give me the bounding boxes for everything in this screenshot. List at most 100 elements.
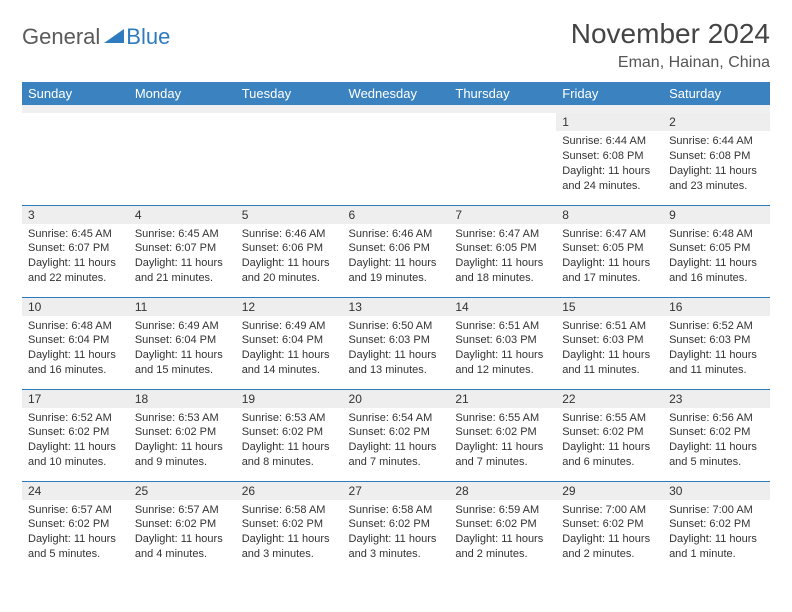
day-content: Sunrise: 6:50 AMSunset: 6:03 PMDaylight:… (343, 316, 450, 382)
sunrise-text: Sunrise: 6:52 AM (28, 411, 123, 426)
daylight-text: Daylight: 11 hours and 22 minutes. (28, 256, 123, 286)
daylight-text: Daylight: 11 hours and 10 minutes. (28, 440, 123, 470)
daylight-text: Daylight: 11 hours and 12 minutes. (455, 348, 550, 378)
calendar-week-row: 10Sunrise: 6:48 AMSunset: 6:04 PMDayligh… (22, 297, 770, 389)
calendar-day-cell: 9Sunrise: 6:48 AMSunset: 6:05 PMDaylight… (663, 205, 770, 297)
day-content: Sunrise: 6:48 AMSunset: 6:04 PMDaylight:… (22, 316, 129, 382)
daylight-text: Daylight: 11 hours and 2 minutes. (455, 532, 550, 562)
day-content: Sunrise: 6:44 AMSunset: 6:08 PMDaylight:… (663, 131, 770, 197)
calendar-day-cell: 4Sunrise: 6:45 AMSunset: 6:07 PMDaylight… (129, 205, 236, 297)
calendar-table: Sunday Monday Tuesday Wednesday Thursday… (22, 82, 770, 573)
day-number: 29 (556, 482, 663, 500)
sunrise-text: Sunrise: 6:44 AM (562, 134, 657, 149)
logo: General Blue (22, 24, 170, 50)
daylight-text: Daylight: 11 hours and 21 minutes. (135, 256, 230, 286)
day-content: Sunrise: 6:55 AMSunset: 6:02 PMDaylight:… (556, 408, 663, 474)
sunrise-text: Sunrise: 6:45 AM (135, 227, 230, 242)
sunrise-text: Sunrise: 6:46 AM (242, 227, 337, 242)
calendar-day-cell: 3Sunrise: 6:45 AMSunset: 6:07 PMDaylight… (22, 205, 129, 297)
sunrise-text: Sunrise: 6:50 AM (349, 319, 444, 334)
day-content: Sunrise: 6:44 AMSunset: 6:08 PMDaylight:… (556, 131, 663, 197)
location: Eman, Hainan, China (571, 54, 770, 72)
day-number: 14 (449, 298, 556, 316)
day-number: 21 (449, 390, 556, 408)
sunrise-text: Sunrise: 6:52 AM (669, 319, 764, 334)
day-content: Sunrise: 6:46 AMSunset: 6:06 PMDaylight:… (236, 224, 343, 290)
sunset-text: Sunset: 6:04 PM (135, 333, 230, 348)
day-content: Sunrise: 6:49 AMSunset: 6:04 PMDaylight:… (236, 316, 343, 382)
sunset-text: Sunset: 6:02 PM (349, 517, 444, 532)
logo-text-part1: General (22, 24, 100, 50)
weekday-header: Saturday (663, 82, 770, 105)
day-content: Sunrise: 6:45 AMSunset: 6:07 PMDaylight:… (129, 224, 236, 290)
daylight-text: Daylight: 11 hours and 23 minutes. (669, 164, 764, 194)
sunrise-text: Sunrise: 7:00 AM (562, 503, 657, 518)
sunset-text: Sunset: 6:05 PM (669, 241, 764, 256)
calendar-day-cell: 26Sunrise: 6:58 AMSunset: 6:02 PMDayligh… (236, 481, 343, 573)
sunset-text: Sunset: 6:02 PM (242, 425, 337, 440)
daylight-text: Daylight: 11 hours and 14 minutes. (242, 348, 337, 378)
weekday-header: Tuesday (236, 82, 343, 105)
calendar-day-cell: 24Sunrise: 6:57 AMSunset: 6:02 PMDayligh… (22, 481, 129, 573)
calendar-day-cell: 11Sunrise: 6:49 AMSunset: 6:04 PMDayligh… (129, 297, 236, 389)
day-content: Sunrise: 7:00 AMSunset: 6:02 PMDaylight:… (556, 500, 663, 566)
sunset-text: Sunset: 6:02 PM (669, 517, 764, 532)
sunset-text: Sunset: 6:05 PM (455, 241, 550, 256)
sunset-text: Sunset: 6:03 PM (349, 333, 444, 348)
header: General Blue November 2024 Eman, Hainan,… (22, 18, 770, 72)
sunrise-text: Sunrise: 6:51 AM (562, 319, 657, 334)
day-content: Sunrise: 6:59 AMSunset: 6:02 PMDaylight:… (449, 500, 556, 566)
sunrise-text: Sunrise: 6:47 AM (562, 227, 657, 242)
day-number: 23 (663, 390, 770, 408)
day-content: Sunrise: 6:56 AMSunset: 6:02 PMDaylight:… (663, 408, 770, 474)
day-content: Sunrise: 6:47 AMSunset: 6:05 PMDaylight:… (449, 224, 556, 290)
sunrise-text: Sunrise: 6:51 AM (455, 319, 550, 334)
day-number: 15 (556, 298, 663, 316)
calendar-day-cell (236, 113, 343, 205)
calendar-day-cell (22, 113, 129, 205)
calendar-day-cell: 22Sunrise: 6:55 AMSunset: 6:02 PMDayligh… (556, 389, 663, 481)
day-number: 5 (236, 206, 343, 224)
day-content: Sunrise: 6:57 AMSunset: 6:02 PMDaylight:… (129, 500, 236, 566)
daylight-text: Daylight: 11 hours and 7 minutes. (349, 440, 444, 470)
daylight-text: Daylight: 11 hours and 20 minutes. (242, 256, 337, 286)
spacer-row (22, 105, 770, 113)
sunset-text: Sunset: 6:06 PM (242, 241, 337, 256)
sunset-text: Sunset: 6:03 PM (669, 333, 764, 348)
calendar-day-cell: 20Sunrise: 6:54 AMSunset: 6:02 PMDayligh… (343, 389, 450, 481)
daylight-text: Daylight: 11 hours and 3 minutes. (242, 532, 337, 562)
sunset-text: Sunset: 6:04 PM (242, 333, 337, 348)
weekday-header: Thursday (449, 82, 556, 105)
sunset-text: Sunset: 6:02 PM (669, 425, 764, 440)
daylight-text: Daylight: 11 hours and 5 minutes. (28, 532, 123, 562)
sunset-text: Sunset: 6:03 PM (455, 333, 550, 348)
sunset-text: Sunset: 6:05 PM (562, 241, 657, 256)
sunset-text: Sunset: 6:02 PM (455, 517, 550, 532)
calendar-day-cell: 6Sunrise: 6:46 AMSunset: 6:06 PMDaylight… (343, 205, 450, 297)
calendar-day-cell: 23Sunrise: 6:56 AMSunset: 6:02 PMDayligh… (663, 389, 770, 481)
sunrise-text: Sunrise: 6:53 AM (135, 411, 230, 426)
sunset-text: Sunset: 6:06 PM (349, 241, 444, 256)
day-number: 10 (22, 298, 129, 316)
sunset-text: Sunset: 6:03 PM (562, 333, 657, 348)
daylight-text: Daylight: 11 hours and 16 minutes. (669, 256, 764, 286)
weekday-header: Wednesday (343, 82, 450, 105)
calendar-day-cell: 13Sunrise: 6:50 AMSunset: 6:03 PMDayligh… (343, 297, 450, 389)
sunrise-text: Sunrise: 6:45 AM (28, 227, 123, 242)
calendar-day-cell: 10Sunrise: 6:48 AMSunset: 6:04 PMDayligh… (22, 297, 129, 389)
calendar-day-cell: 29Sunrise: 7:00 AMSunset: 6:02 PMDayligh… (556, 481, 663, 573)
daylight-text: Daylight: 11 hours and 11 minutes. (669, 348, 764, 378)
daylight-text: Daylight: 11 hours and 9 minutes. (135, 440, 230, 470)
day-content: Sunrise: 6:51 AMSunset: 6:03 PMDaylight:… (556, 316, 663, 382)
calendar-week-row: 24Sunrise: 6:57 AMSunset: 6:02 PMDayligh… (22, 481, 770, 573)
sunset-text: Sunset: 6:02 PM (349, 425, 444, 440)
sunrise-text: Sunrise: 6:47 AM (455, 227, 550, 242)
daylight-text: Daylight: 11 hours and 19 minutes. (349, 256, 444, 286)
day-number: 28 (449, 482, 556, 500)
day-content: Sunrise: 6:53 AMSunset: 6:02 PMDaylight:… (236, 408, 343, 474)
day-content: Sunrise: 6:54 AMSunset: 6:02 PMDaylight:… (343, 408, 450, 474)
sunset-text: Sunset: 6:02 PM (562, 517, 657, 532)
day-number: 2 (663, 113, 770, 131)
day-content: Sunrise: 6:52 AMSunset: 6:02 PMDaylight:… (22, 408, 129, 474)
day-content: Sunrise: 7:00 AMSunset: 6:02 PMDaylight:… (663, 500, 770, 566)
